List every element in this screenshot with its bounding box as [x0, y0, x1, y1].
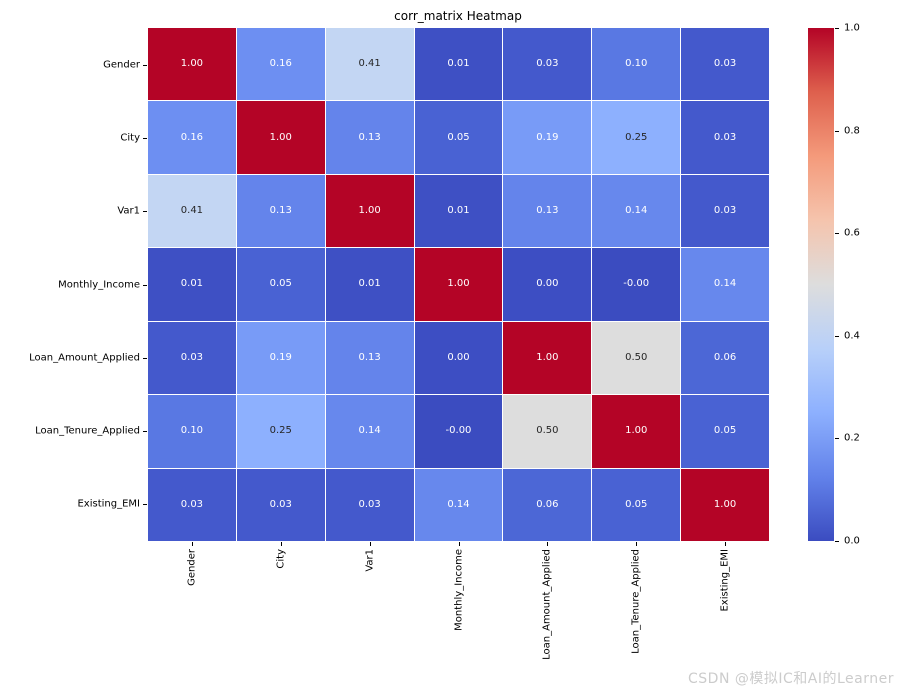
heatmap-cell: -0.00 [592, 248, 681, 321]
heatmap-cell: 0.03 [148, 468, 236, 541]
heatmap-cell: 0.06 [503, 468, 592, 541]
heatmap-cell: 0.25 [592, 101, 681, 174]
heatmap-cell: 1.00 [592, 395, 681, 468]
chart-title: corr_matrix Heatmap [394, 9, 522, 23]
x-tick-label: City [275, 549, 287, 569]
x-tick-label: Var1 [364, 549, 376, 572]
colorbar-tick-mark [835, 130, 839, 132]
y-tick-mark [143, 64, 147, 66]
y-tick-mark [143, 137, 147, 139]
heatmap-cell: 0.14 [414, 468, 503, 541]
heatmap-cell: 0.03 [148, 321, 236, 395]
heatmap-cell: 0.13 [325, 321, 414, 395]
heatmap-cell: 0.50 [592, 321, 681, 395]
heatmap-cell: 0.14 [325, 395, 414, 468]
heatmap-cell: 0.16 [148, 101, 236, 174]
heatmap-cell: 0.13 [503, 174, 592, 248]
heatmap-cell: 0.14 [592, 174, 681, 248]
x-tick-label: Loan_Amount_Applied [541, 549, 553, 660]
colorbar-tick-label: 0.6 [844, 227, 860, 239]
heatmap-cell: 1.00 [681, 468, 769, 541]
colorbar-tick-mark [835, 28, 839, 29]
y-tick-label: City [120, 132, 140, 144]
heatmap-cell: 0.03 [503, 28, 592, 101]
x-tick-mark [369, 542, 371, 546]
heatmap-cell: 1.00 [236, 101, 325, 174]
x-tick-label: Gender [186, 549, 198, 586]
heatmap-cell: 0.13 [236, 174, 325, 248]
heatmap-cell: 0.05 [236, 248, 325, 321]
heatmap-cell: 0.19 [236, 321, 325, 395]
heatmap-cell: -0.00 [414, 395, 503, 468]
x-tick-label: Loan_Tenure_Applied [630, 549, 642, 654]
colorbar [808, 28, 834, 541]
heatmap-cell: 0.01 [414, 174, 503, 248]
heatmap-cell: 0.10 [148, 395, 236, 468]
heatmap-cell: 0.41 [325, 28, 414, 101]
colorbar-tick-label: 0.4 [844, 330, 860, 342]
y-tick-label: Loan_Tenure_Applied [35, 425, 140, 437]
x-tick-mark [458, 542, 460, 546]
x-tick-mark [724, 542, 726, 546]
colorbar-tick-mark [835, 438, 839, 440]
heatmap-cell: 0.03 [681, 101, 769, 174]
colorbar-tick-mark [835, 335, 839, 337]
heatmap-cell: 0.01 [148, 248, 236, 321]
heatmap-cell: 0.03 [236, 468, 325, 541]
heatmap-cell: 0.01 [325, 248, 414, 321]
y-tick-label: Monthly_Income [58, 279, 140, 290]
heatmap-cell: 1.00 [414, 248, 503, 321]
x-tick-mark [635, 542, 637, 546]
heatmap-cell: 0.00 [414, 321, 503, 395]
heatmap-cell: 0.01 [414, 28, 503, 101]
y-tick-label: Gender [103, 59, 140, 71]
heatmap-cell: 0.03 [681, 174, 769, 248]
x-tick-mark [547, 542, 549, 546]
colorbar-tick-label: 0.8 [844, 125, 860, 137]
heatmap-cell: 0.25 [236, 395, 325, 468]
heatmap-cell: 0.19 [503, 101, 592, 174]
y-tick-label: Var1 [117, 205, 140, 217]
heatmap-cell: 0.06 [681, 321, 769, 395]
watermark-text: CSDN @模拟IC和AI的Learner [688, 671, 894, 687]
colorbar-tick-label: 0.0 [844, 535, 860, 547]
y-tick-mark [143, 431, 147, 433]
heatmap-cell: 0.14 [681, 248, 769, 321]
heatmap-cell: 0.05 [414, 101, 503, 174]
heatmap-grid: 1.00 0.16 0.41 0.01 0.03 0.10 0.03 0.16 1.00 0.13… [148, 28, 769, 541]
colorbar-tick-mark [835, 233, 839, 235]
heatmap-cell: 0.05 [592, 468, 681, 541]
heatmap-cell: 0.05 [681, 395, 769, 468]
heatmap-cell: 1.00 [325, 174, 414, 248]
y-tick-mark [143, 284, 147, 286]
colorbar-tick-mark [835, 541, 839, 542]
heatmap-cell: 0.16 [236, 28, 325, 101]
heatmap-cell: 1.00 [148, 28, 236, 101]
colorbar-tick-label: 1.0 [844, 22, 860, 34]
x-tick-label: Existing_EMI [719, 549, 731, 612]
heatmap-cell: 0.03 [325, 468, 414, 541]
y-tick-mark [143, 211, 147, 213]
y-tick-mark [143, 504, 147, 506]
x-tick-mark [281, 542, 283, 546]
colorbar-tick-label: 0.2 [844, 432, 860, 444]
heatmap-cell: 0.10 [592, 28, 681, 101]
x-tick-mark [192, 542, 194, 546]
heatmap-cell: 0.03 [681, 28, 769, 101]
y-tick-label: Existing_EMI [77, 498, 140, 510]
heatmap-cell: 0.41 [148, 174, 236, 248]
y-tick-label: Loan_Amount_Applied [29, 352, 140, 364]
heatmap-cell: 1.00 [503, 321, 592, 395]
heatmap-cell: 0.13 [325, 101, 414, 174]
heatmap-cell: 0.00 [503, 248, 592, 321]
y-tick-mark [143, 357, 147, 359]
x-tick-label: Monthly_Income [453, 549, 464, 631]
heatmap-cell: 0.50 [503, 395, 592, 468]
